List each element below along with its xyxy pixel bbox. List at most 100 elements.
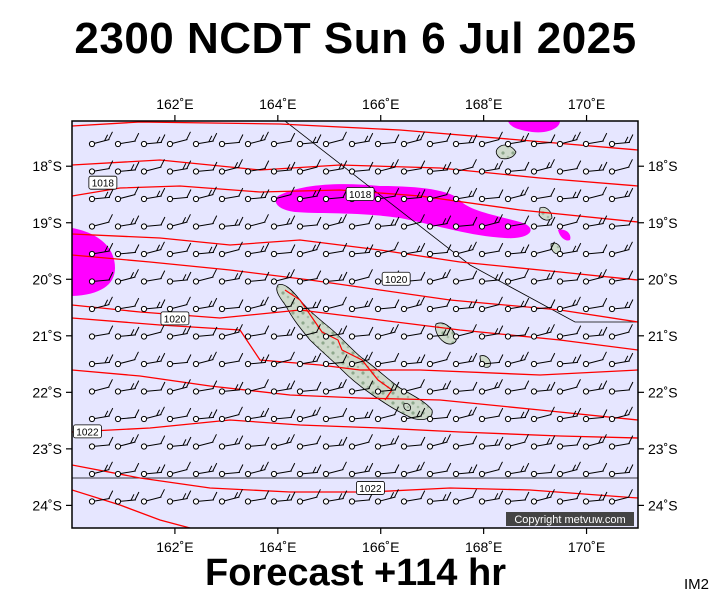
wind-barb	[556, 354, 582, 368]
wind-barb	[400, 407, 426, 423]
wind-barb	[556, 490, 582, 505]
wind-barb	[270, 491, 296, 505]
wind-barb	[374, 381, 400, 395]
wind-barb	[296, 464, 322, 478]
wind-barb	[478, 271, 504, 285]
wind-barb	[582, 269, 607, 285]
wind-barb	[322, 214, 347, 230]
wind-barb	[114, 244, 140, 258]
wind-barb	[556, 461, 581, 478]
wind-barb	[426, 462, 452, 478]
wind-barb	[426, 351, 451, 368]
wind-barb	[296, 159, 321, 175]
wind-barb	[114, 215, 140, 230]
wind-barb	[166, 160, 192, 175]
wind-barb	[608, 159, 633, 175]
wind-barb	[140, 299, 166, 313]
land-mass	[538, 206, 553, 221]
wind-barb	[218, 352, 244, 368]
lon-label-top: 170˚E	[568, 96, 605, 112]
lon-label-bottom: 170˚E	[568, 539, 605, 555]
wind-barb	[582, 215, 608, 230]
wind-barb	[244, 271, 270, 285]
wind-barb	[166, 436, 192, 450]
wind-barb	[192, 380, 218, 395]
isobar-line	[72, 419, 638, 439]
wind-barb	[478, 242, 504, 258]
wind-barb	[348, 380, 374, 395]
wind-barb	[608, 134, 634, 148]
forecast-label: Forecast +114 hr	[204, 552, 506, 594]
isobar-label-layer: 1018 1018 1020 1020 1022 1022	[73, 175, 411, 495]
wind-barb	[608, 406, 633, 423]
wind-barb	[348, 269, 373, 285]
wind-barb	[218, 216, 244, 230]
lat-label-right: 23˚S	[648, 441, 678, 457]
wind-barb	[244, 461, 269, 478]
land-mass	[403, 403, 411, 411]
wind-barb	[114, 297, 140, 313]
wind-barb	[166, 354, 192, 368]
wind-barb	[582, 380, 608, 395]
wind-barb	[504, 462, 530, 478]
isobar-label-text: 1022	[76, 427, 99, 438]
wind-barb	[192, 186, 217, 203]
wind-barb	[322, 407, 348, 423]
wind-barb	[140, 406, 165, 423]
wind-barb	[400, 461, 425, 478]
isobar-label-text: 1018	[92, 179, 115, 190]
wind-barb	[192, 326, 218, 340]
wind-barb	[608, 435, 634, 450]
wind-barb	[582, 351, 607, 368]
wind-barb	[582, 132, 608, 148]
wind-barb	[296, 299, 322, 313]
wind-barb	[608, 324, 633, 340]
wind-barb	[426, 491, 452, 505]
wind-barb	[348, 326, 374, 340]
wind-barb	[504, 186, 529, 203]
wind-barb	[322, 325, 348, 340]
wind-barb	[348, 215, 374, 230]
lat-label-right: 24˚S	[648, 497, 678, 513]
wind-barb	[140, 241, 165, 258]
isobar-label: 1018	[345, 187, 375, 201]
wind-barb	[400, 160, 426, 175]
wind-barb	[166, 242, 192, 258]
wind-barb	[400, 354, 426, 368]
isobar-line	[72, 317, 638, 376]
isobar-label: 1022	[73, 424, 102, 438]
wind-barb	[426, 409, 452, 423]
wind-barb	[374, 489, 399, 505]
lat-label-left: 18˚S	[32, 158, 62, 174]
wind-barb	[218, 464, 244, 478]
wind-barb	[296, 216, 322, 230]
wind-barb	[556, 436, 582, 450]
wind-barb	[608, 489, 633, 505]
wind-barb	[452, 464, 478, 478]
lon-label-bottom: 164˚E	[259, 539, 296, 555]
wind-barb	[426, 244, 452, 258]
wind-barb	[114, 409, 140, 423]
wind-barb	[556, 214, 581, 230]
land-mass	[435, 322, 457, 345]
wind-barb	[374, 435, 400, 450]
wind-barb	[452, 241, 477, 258]
wind-barb	[140, 352, 166, 368]
wind-barb	[400, 490, 426, 505]
copyright-text: Copyright metvuw.com	[514, 514, 625, 526]
wind-barb	[322, 490, 348, 505]
wind-barb	[504, 434, 529, 450]
wind-barb	[270, 351, 295, 368]
wind-barb	[244, 189, 270, 203]
wind-barb	[140, 134, 166, 148]
wind-barb	[296, 324, 321, 340]
wind-barb	[400, 436, 426, 450]
wind-barb	[192, 161, 218, 175]
wind-barb	[400, 296, 425, 313]
wind-barb	[608, 216, 634, 230]
wind-barb	[374, 324, 399, 340]
isobar-line	[72, 159, 638, 187]
wind-barb	[374, 352, 400, 368]
wind-barb	[530, 187, 556, 203]
wind-barb	[244, 407, 270, 423]
